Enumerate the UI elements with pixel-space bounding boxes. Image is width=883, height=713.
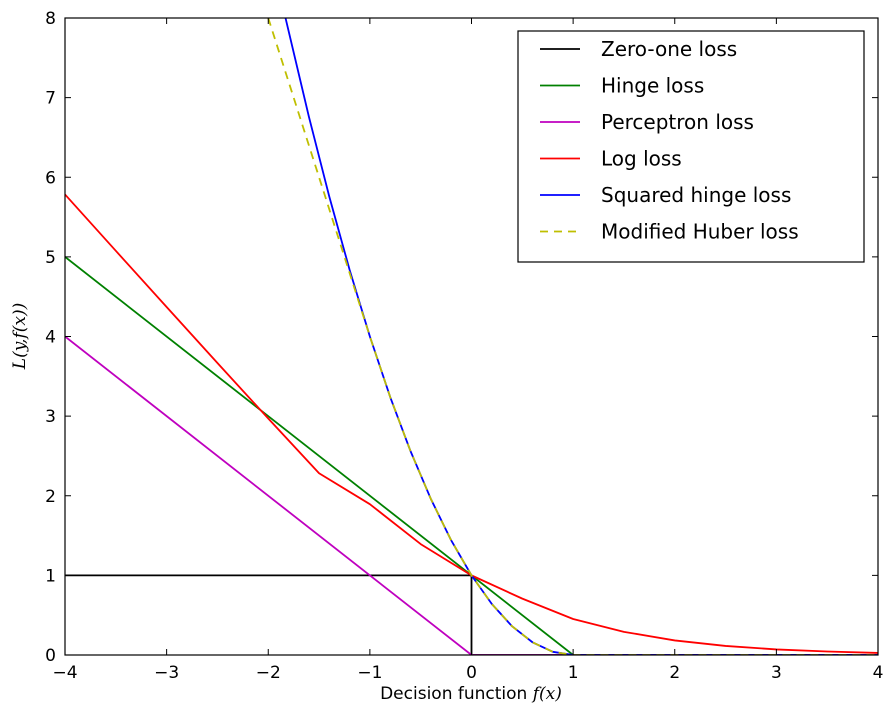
x-axis-label-math: f(x): [531, 684, 562, 704]
x-tick-label: 2: [669, 663, 680, 683]
y-tick-label: 5: [45, 248, 56, 268]
y-tick-label: 8: [45, 9, 56, 29]
legend: Zero-one loss Hinge loss Perceptron loss Lo…: [517, 30, 865, 263]
series-line-1: [65, 256, 878, 655]
ticks-layer: −4 −3 −2 −1 0 1 2 3 4 0 1 2 3 4 5 6 7 8: [45, 9, 883, 683]
y-tick-label: 4: [45, 328, 56, 348]
series-line-2: [65, 335, 878, 655]
x-tick-label: −4: [52, 663, 77, 683]
legend-box: [517, 30, 865, 263]
x-tick-label: −2: [256, 663, 281, 683]
x-tick-label: 1: [568, 663, 579, 683]
legend-label-1: Hinge loss: [601, 74, 704, 98]
y-tick-label: 2: [45, 487, 56, 507]
legend-label-3: Log loss: [601, 147, 682, 171]
y-axis-label: L(y,f(x)): [10, 303, 30, 370]
series-line-0: [65, 574, 878, 655]
x-axis-label: Decision function f(x): [380, 684, 562, 704]
y-tick-label: 3: [45, 407, 56, 427]
y-tick-label: 0: [45, 646, 56, 666]
legend-label-4: Squared hinge loss: [601, 183, 791, 207]
y-tick-label: 6: [45, 168, 56, 188]
x-tick-label: −3: [154, 663, 179, 683]
x-axis-label-text: Decision function: [380, 684, 533, 704]
legend-label-5: Modified Huber loss: [601, 220, 799, 244]
series-layer: [65, 18, 878, 655]
x-tick-label: 4: [873, 663, 883, 683]
legend-label-2: Perceptron loss: [601, 110, 754, 134]
x-tick-label: 3: [771, 663, 782, 683]
y-tick-label: 1: [45, 566, 56, 586]
y-tick-label: 7: [45, 89, 56, 109]
x-tick-label: −1: [357, 663, 382, 683]
series-line-4: [284, 18, 878, 655]
legend-label-0: Zero-one loss: [601, 37, 737, 61]
x-tick-label: 0: [466, 663, 477, 683]
